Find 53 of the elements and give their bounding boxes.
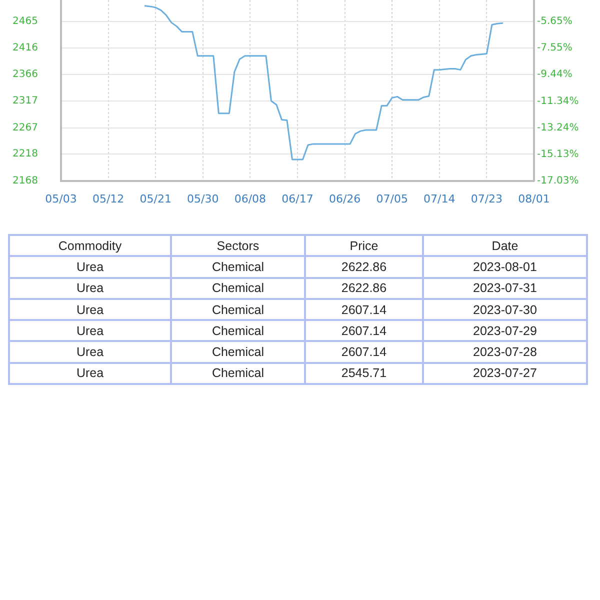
text: Chemical — [212, 324, 264, 338]
x-tick-label: 06/17 — [282, 192, 314, 206]
y2-tick-label: -5.65% — [537, 16, 572, 28]
text: Urea — [76, 302, 104, 317]
category-label: Date — [423, 235, 587, 256]
text: 2607.14 — [341, 302, 387, 317]
y-tick-label: 2267 — [12, 122, 38, 134]
text: 2607.14 — [341, 324, 387, 338]
text: 2023-07-27 — [473, 366, 537, 380]
text: Chemical — [212, 302, 264, 317]
y2-tick-label: -11.34% — [537, 96, 579, 107]
text: Chemical — [212, 281, 264, 296]
category-label: Commodity — [9, 235, 171, 256]
text: Urea — [76, 366, 104, 380]
text: 2023-07-29 — [473, 324, 537, 338]
y-tick-label: 2366 — [12, 69, 38, 80]
text: 2545.71 — [341, 366, 387, 380]
x-tick-label: 07/14 — [424, 192, 456, 206]
text: 2023-08-01 — [473, 260, 537, 274]
text: Chemical — [212, 345, 264, 360]
category-label: Price — [305, 235, 423, 256]
x-tick-label: 05/30 — [187, 192, 219, 206]
text: 2622.86 — [341, 281, 387, 296]
x-tick-label: 05/21 — [140, 192, 172, 206]
y2-tick-label: -15.13% — [537, 148, 579, 160]
x-tick-label: 06/08 — [234, 192, 266, 206]
text: Urea — [76, 324, 104, 338]
y-tick-label: 2317 — [12, 96, 38, 107]
x-tick-label: 05/03 — [45, 192, 77, 206]
category-label: Sectors — [171, 235, 305, 256]
text: 2023-07-31 — [473, 281, 537, 296]
text: Chemical — [212, 260, 264, 274]
text: Chemical — [212, 366, 264, 380]
x-tick-label: 07/23 — [470, 192, 503, 206]
x-tick-label: 06/26 — [328, 192, 361, 206]
text: Urea — [76, 260, 104, 274]
text: 2023-07-30 — [473, 302, 537, 317]
text: Urea — [76, 345, 104, 360]
text: 2607.14 — [341, 345, 387, 360]
y-tick-label: 2218 — [12, 148, 38, 160]
y-tick-label: 2168 — [12, 176, 38, 187]
y2-tick-label: -17.03% — [537, 176, 579, 187]
x-tick-label: 05/12 — [92, 192, 124, 206]
x-tick-label: 08/01 — [518, 192, 550, 206]
text: Urea — [76, 281, 104, 296]
y2-tick-label: -13.24% — [537, 122, 579, 134]
x-tick-label: 07/05 — [376, 192, 408, 206]
text: 2622.86 — [341, 260, 387, 274]
y2-tick-label: -7.55% — [537, 42, 572, 54]
y-tick-label: 2416 — [12, 42, 38, 54]
y-tick-label: 2465 — [12, 16, 38, 28]
y2-tick-label: -9.44% — [537, 69, 572, 80]
text: 2023-07-28 — [473, 345, 537, 360]
